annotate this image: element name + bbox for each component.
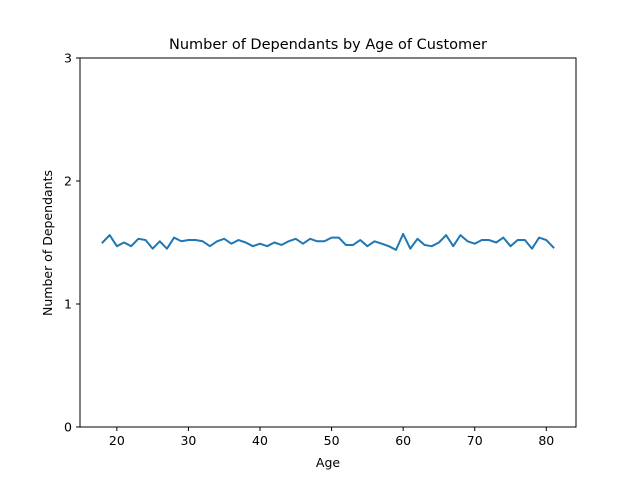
x-tick-label: 30 — [180, 433, 196, 448]
y-tick-label: 3 — [64, 51, 72, 66]
x-axis-label: Age — [316, 455, 340, 470]
series-line — [101, 232, 555, 251]
x-tick-label: 50 — [324, 433, 340, 448]
chart-title: Number of Dependants by Age of Customer — [169, 37, 487, 53]
y-axis-label: Number of Dependants — [40, 170, 55, 316]
y-tick-label: 1 — [64, 297, 72, 312]
y-axis: 0 1 2 3 — [64, 51, 80, 435]
x-tick-label: 60 — [395, 433, 411, 448]
x-tick-label: 40 — [252, 433, 268, 448]
x-tick-label: 70 — [467, 433, 483, 448]
y-tick-label: 0 — [64, 420, 72, 435]
y-tick-label: 2 — [64, 174, 72, 189]
x-axis: 20 30 40 50 60 70 80 — [109, 427, 554, 448]
plot-frame — [79, 57, 577, 428]
series-layer — [101, 232, 555, 251]
x-tick-label: 80 — [538, 433, 554, 448]
x-tick-label: 20 — [109, 433, 125, 448]
